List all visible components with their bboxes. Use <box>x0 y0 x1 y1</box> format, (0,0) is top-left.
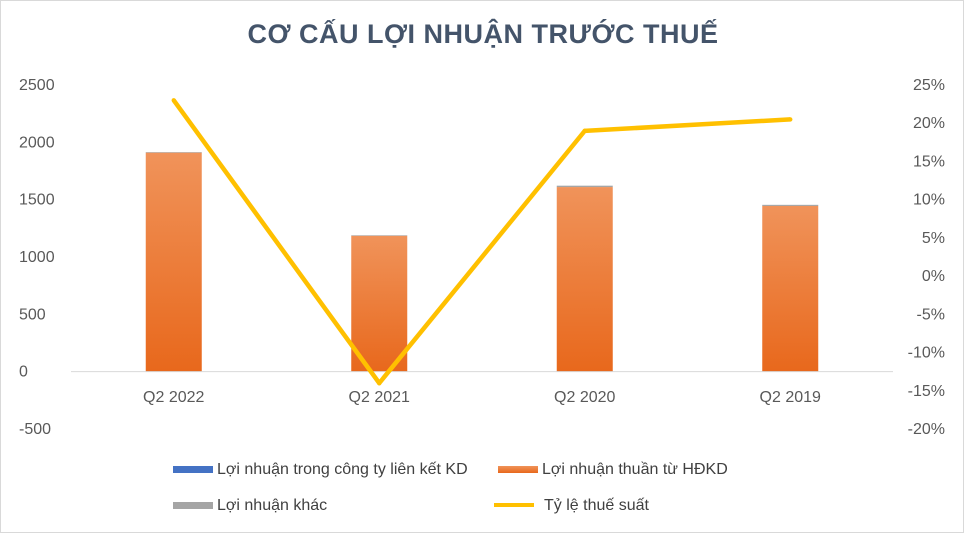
y-right-tick-label: 5% <box>922 230 945 247</box>
bar-lợi-nhuận-thuần-từ-hđkd <box>351 235 408 372</box>
bar-lợi-nhuận-khác <box>145 152 202 153</box>
y-right-tick-label: 15% <box>913 153 945 170</box>
bar-lợi-nhuận-khác <box>556 185 613 188</box>
y-right-tick-label: -10% <box>908 345 945 362</box>
bar-lợi-nhuận-khác <box>762 204 819 206</box>
legend-label: Lợi nhuận trong công ty liên kết KD <box>217 461 468 478</box>
legend-label: Tỷ lệ thuế suất <box>544 497 650 514</box>
legend-label: Lợi nhuận thuần từ HĐKD <box>542 461 728 478</box>
x-tick-label: Q2 2020 <box>554 389 615 406</box>
legend-label: Lợi nhuận khác <box>217 497 327 514</box>
y-left-tick-label: 500 <box>19 306 46 323</box>
legend-swatch <box>173 466 213 473</box>
line-point <box>788 117 793 122</box>
y-right-tick-label: 25% <box>913 77 945 94</box>
legend-swatch <box>173 502 213 509</box>
bar-lợi-nhuận-thuần-từ-hđkd <box>762 205 819 372</box>
y-left-tick-label: 2000 <box>19 134 55 151</box>
y-right-tick-label: -20% <box>908 421 945 438</box>
x-tick-label: Q2 2021 <box>349 389 410 406</box>
y-left-tick-label: 1500 <box>19 192 55 209</box>
bar-lợi-nhuận-thuần-từ-hđkd <box>145 152 202 372</box>
line-point <box>377 380 382 386</box>
legend-swatch <box>498 466 538 473</box>
x-tick-label: Q2 2022 <box>143 389 204 406</box>
y-right-tick-label: 20% <box>913 115 945 132</box>
y-right-tick-label: 10% <box>913 192 945 209</box>
x-tick-label: Q2 2019 <box>760 389 821 406</box>
y-left-tick-label: 2500 <box>19 77 55 94</box>
y-left-tick-label: 0 <box>19 364 28 381</box>
y-right-tick-label: -15% <box>908 383 945 400</box>
bar-lợi-nhuận-khác <box>351 235 408 236</box>
y-right-tick-label: 0% <box>922 268 945 285</box>
chart-title: CƠ CẤU LỢI NHUẬN TRƯỚC THUẾ <box>247 19 719 49</box>
y-left-tick-label: -500 <box>19 421 51 438</box>
line-point <box>171 98 176 103</box>
y-left-tick-label: 1000 <box>19 249 55 266</box>
line-series-tax-rate <box>171 98 791 386</box>
y-right-tick-label: -5% <box>917 306 945 323</box>
bar-lợi-nhuận-thuần-từ-hđkd <box>556 187 613 372</box>
line-point <box>582 128 587 134</box>
